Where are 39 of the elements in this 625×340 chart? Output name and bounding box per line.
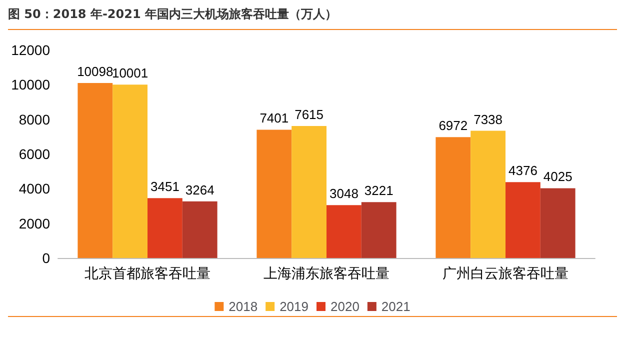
y-tick-label: 10000 — [11, 76, 50, 93]
legend-label: 2021 — [381, 299, 410, 314]
y-tick-label: 4000 — [18, 180, 50, 197]
data-label: 10098 — [77, 64, 114, 79]
data-label: 3451 — [150, 179, 180, 194]
bar — [148, 198, 182, 258]
data-label: 7615 — [294, 107, 324, 122]
data-label: 4025 — [543, 169, 572, 184]
bar — [470, 130, 506, 258]
legend-label: 2019 — [280, 299, 308, 314]
data-label: 3221 — [364, 183, 394, 198]
bar — [182, 201, 218, 258]
data-label: 3264 — [185, 182, 214, 198]
bar — [326, 205, 362, 258]
legend-label: 2020 — [330, 299, 360, 314]
bar — [112, 84, 148, 258]
bar — [361, 202, 396, 258]
data-label: 6972 — [438, 118, 468, 134]
bar — [78, 82, 113, 258]
chart-title: 图 50：2018 年-2021 年国内三大机场旅客吞吐量（万人） — [8, 6, 617, 30]
x-tick-label: 上海浦东旅客吞吐量 — [264, 265, 390, 281]
y-tick-label: 6000 — [18, 146, 50, 162]
data-label: 10001 — [112, 66, 148, 81]
bar — [540, 188, 576, 258]
legend-label: 2018 — [228, 299, 258, 314]
x-tick-label: 广州白云旅客吞吐量 — [442, 265, 568, 281]
bar — [436, 137, 471, 258]
bar — [256, 130, 292, 258]
x-tick-label: 北京首都旅客吞吐量 — [84, 265, 210, 281]
bar — [506, 182, 540, 258]
y-tick-label: 0 — [42, 250, 50, 266]
data-label: 4376 — [508, 163, 538, 178]
y-tick-label: 8000 — [18, 111, 50, 128]
data-label: 3048 — [329, 186, 358, 202]
y-tick-label: 2000 — [18, 215, 50, 232]
y-tick-label: 12000 — [11, 42, 50, 58]
data-label: 7338 — [474, 112, 503, 127]
bar — [292, 126, 326, 258]
data-label: 7401 — [260, 110, 289, 126]
